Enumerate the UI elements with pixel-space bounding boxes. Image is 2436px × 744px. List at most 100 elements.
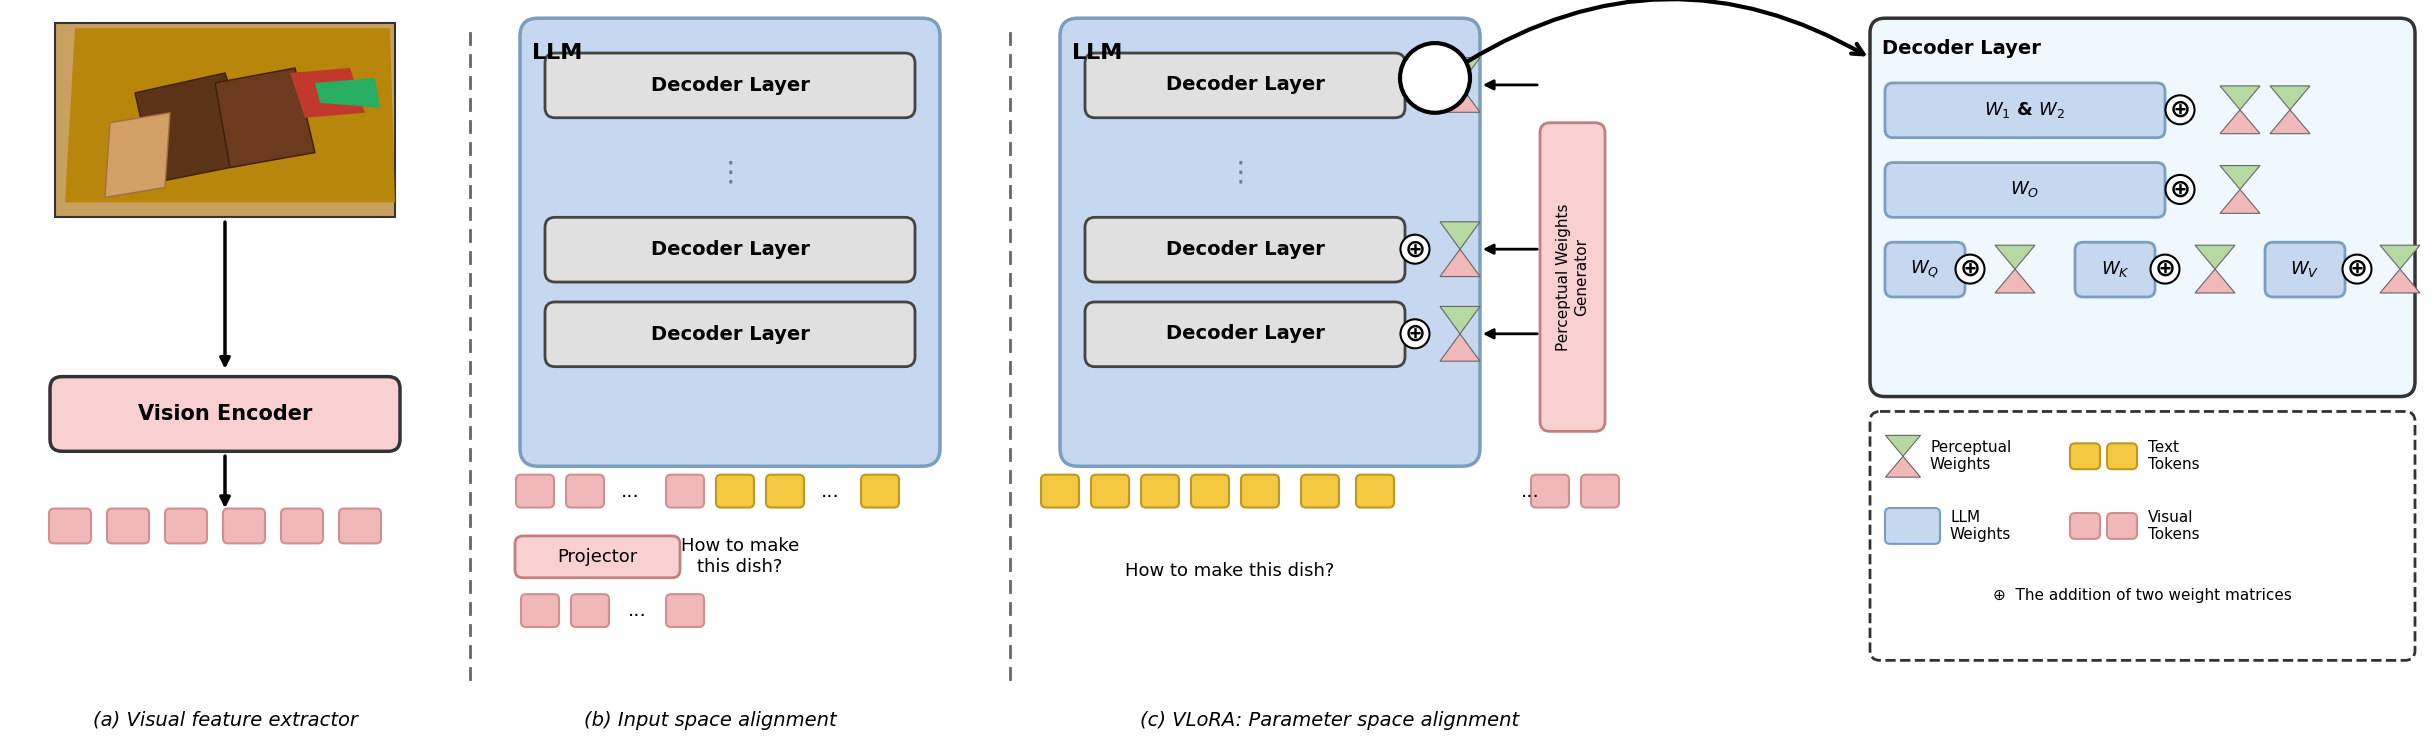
Text: ⊕: ⊕ bbox=[2170, 178, 2190, 202]
FancyBboxPatch shape bbox=[280, 509, 324, 543]
Polygon shape bbox=[1440, 334, 1481, 361]
Polygon shape bbox=[214, 68, 314, 167]
Polygon shape bbox=[134, 73, 256, 182]
Polygon shape bbox=[2380, 246, 2419, 269]
FancyBboxPatch shape bbox=[1540, 123, 1605, 432]
FancyBboxPatch shape bbox=[1060, 18, 1481, 466]
Polygon shape bbox=[2380, 269, 2419, 293]
Text: How to make
this dish?: How to make this dish? bbox=[682, 537, 799, 576]
Text: How to make this dish?: How to make this dish? bbox=[1125, 562, 1335, 580]
FancyBboxPatch shape bbox=[1581, 475, 1620, 507]
FancyBboxPatch shape bbox=[665, 594, 704, 627]
FancyBboxPatch shape bbox=[1871, 18, 2414, 397]
Text: Decoder Layer: Decoder Layer bbox=[1164, 75, 1325, 94]
FancyBboxPatch shape bbox=[570, 594, 609, 627]
Text: ⊕: ⊕ bbox=[1959, 257, 1980, 281]
Text: Decoder Layer: Decoder Layer bbox=[650, 76, 809, 95]
FancyBboxPatch shape bbox=[546, 302, 916, 367]
FancyBboxPatch shape bbox=[1140, 475, 1179, 507]
Text: ...: ... bbox=[628, 601, 646, 620]
FancyBboxPatch shape bbox=[565, 475, 604, 507]
Text: ⊕: ⊕ bbox=[2346, 257, 2368, 281]
Text: Text
Tokens: Text Tokens bbox=[2149, 440, 2200, 472]
Text: ⊕  The addition of two weight matrices: ⊕ The addition of two weight matrices bbox=[1993, 589, 2292, 603]
FancyBboxPatch shape bbox=[166, 509, 207, 543]
FancyBboxPatch shape bbox=[765, 475, 804, 507]
FancyBboxPatch shape bbox=[107, 509, 149, 543]
Text: $W_K$: $W_K$ bbox=[2100, 259, 2129, 279]
Text: (a) Visual feature extractor: (a) Visual feature extractor bbox=[93, 711, 358, 730]
Text: Decoder Layer: Decoder Layer bbox=[1883, 39, 2041, 57]
Polygon shape bbox=[2219, 166, 2261, 190]
Text: ⋮: ⋮ bbox=[716, 158, 743, 187]
FancyBboxPatch shape bbox=[546, 53, 916, 118]
Text: $W_O$: $W_O$ bbox=[2010, 179, 2039, 199]
Polygon shape bbox=[1440, 222, 1481, 249]
FancyBboxPatch shape bbox=[2075, 243, 2156, 297]
FancyBboxPatch shape bbox=[860, 475, 899, 507]
FancyBboxPatch shape bbox=[1885, 83, 2166, 138]
Text: (b) Input space alignment: (b) Input space alignment bbox=[585, 711, 836, 730]
Circle shape bbox=[1401, 43, 1469, 113]
Text: Visual
Tokens: Visual Tokens bbox=[2149, 510, 2200, 542]
FancyBboxPatch shape bbox=[516, 475, 553, 507]
Text: Decoder Layer: Decoder Layer bbox=[650, 240, 809, 259]
FancyBboxPatch shape bbox=[1091, 475, 1128, 507]
FancyBboxPatch shape bbox=[2071, 443, 2100, 469]
Text: ⊕: ⊕ bbox=[1406, 237, 1425, 261]
Polygon shape bbox=[1440, 307, 1481, 334]
Polygon shape bbox=[1995, 269, 2034, 293]
FancyBboxPatch shape bbox=[1871, 411, 2414, 661]
Polygon shape bbox=[2195, 269, 2234, 293]
FancyBboxPatch shape bbox=[1084, 217, 1406, 282]
Polygon shape bbox=[2270, 86, 2309, 110]
Text: $W_1$ & $W_2$: $W_1$ & $W_2$ bbox=[1985, 100, 2066, 120]
Polygon shape bbox=[2219, 110, 2261, 134]
Polygon shape bbox=[1885, 456, 1920, 477]
FancyBboxPatch shape bbox=[665, 475, 704, 507]
FancyBboxPatch shape bbox=[1885, 508, 1939, 544]
FancyBboxPatch shape bbox=[51, 376, 400, 452]
Text: ⊕: ⊕ bbox=[1406, 73, 1425, 97]
Polygon shape bbox=[105, 113, 171, 197]
FancyBboxPatch shape bbox=[224, 509, 266, 543]
Text: ⊕: ⊕ bbox=[2153, 257, 2175, 281]
FancyBboxPatch shape bbox=[49, 509, 90, 543]
Polygon shape bbox=[2270, 110, 2309, 134]
Text: ⊕: ⊕ bbox=[2170, 97, 2190, 122]
Text: ⋮: ⋮ bbox=[1225, 158, 1255, 187]
FancyBboxPatch shape bbox=[2265, 243, 2346, 297]
Polygon shape bbox=[1440, 85, 1481, 112]
Bar bbox=[56, 23, 395, 217]
Text: LLM: LLM bbox=[531, 43, 582, 63]
Text: Projector: Projector bbox=[558, 548, 638, 566]
Polygon shape bbox=[314, 78, 380, 108]
Text: Perceptual Weights
Generator: Perceptual Weights Generator bbox=[1557, 203, 1588, 351]
Text: Decoder Layer: Decoder Layer bbox=[1164, 240, 1325, 259]
Polygon shape bbox=[290, 68, 365, 118]
FancyBboxPatch shape bbox=[2071, 513, 2100, 539]
Text: LLM
Weights: LLM Weights bbox=[1949, 510, 2012, 542]
FancyBboxPatch shape bbox=[2107, 443, 2136, 469]
Text: ...: ... bbox=[821, 481, 840, 501]
FancyBboxPatch shape bbox=[1084, 302, 1406, 367]
Text: LLM: LLM bbox=[1072, 43, 1123, 63]
Text: ⊕: ⊕ bbox=[1406, 322, 1425, 346]
FancyBboxPatch shape bbox=[716, 475, 755, 507]
FancyBboxPatch shape bbox=[1191, 475, 1230, 507]
Polygon shape bbox=[66, 28, 395, 202]
Text: ...: ... bbox=[1520, 481, 1540, 501]
FancyBboxPatch shape bbox=[339, 509, 380, 543]
FancyBboxPatch shape bbox=[1240, 475, 1279, 507]
Polygon shape bbox=[1440, 57, 1481, 85]
FancyBboxPatch shape bbox=[1885, 243, 1966, 297]
Polygon shape bbox=[2219, 190, 2261, 214]
FancyBboxPatch shape bbox=[1885, 163, 2166, 217]
Text: Decoder Layer: Decoder Layer bbox=[1164, 324, 1325, 343]
FancyBboxPatch shape bbox=[1084, 53, 1406, 118]
Text: Decoder Layer: Decoder Layer bbox=[650, 325, 809, 344]
Polygon shape bbox=[1995, 246, 2034, 269]
Polygon shape bbox=[1885, 435, 1920, 456]
Text: Vision Encoder: Vision Encoder bbox=[139, 404, 312, 424]
FancyBboxPatch shape bbox=[1357, 475, 1393, 507]
